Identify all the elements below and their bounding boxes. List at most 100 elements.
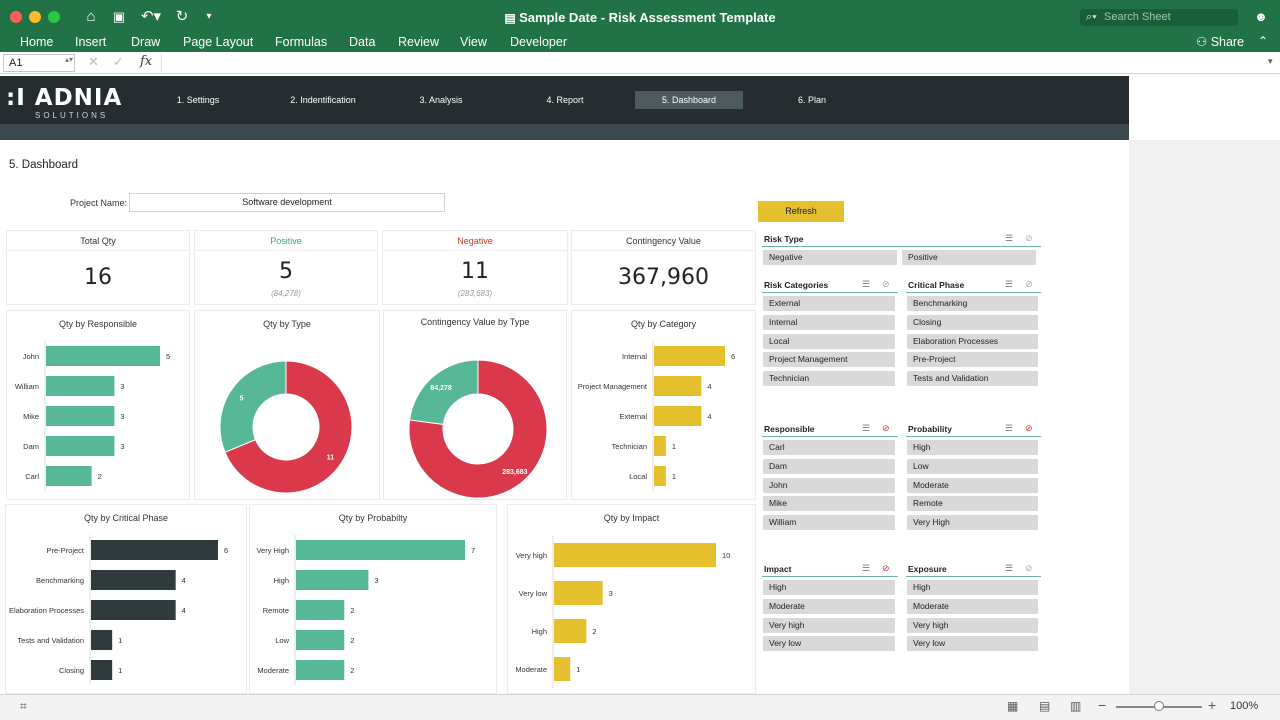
slicer-item[interactable]: Tests and Validation <box>907 371 1038 386</box>
slicer-item[interactable]: Elaboration Processes <box>907 334 1038 349</box>
slicer-item[interactable]: Very high <box>763 618 895 633</box>
slicer-impact: Impact ☰ ⊘ High Moderate Very high Very … <box>759 560 901 694</box>
tab-draw[interactable]: Draw <box>131 35 161 49</box>
tab-page-layout[interactable]: Page Layout <box>183 35 254 49</box>
normal-view-icon[interactable]: ▦ <box>1007 699 1019 713</box>
slicer-item[interactable]: Very high <box>907 618 1038 633</box>
tab-developer[interactable]: Developer <box>510 35 567 49</box>
slicer-item[interactable]: Very low <box>907 636 1038 651</box>
slicer-item[interactable]: Local <box>763 334 895 349</box>
clear-filter-icon[interactable]: ⊘ <box>882 423 890 433</box>
zoom-in-icon[interactable]: + <box>1208 697 1217 713</box>
clear-filter-icon[interactable]: ⊘ <box>1025 279 1033 289</box>
clear-filter-icon[interactable]: ⊘ <box>882 563 890 573</box>
slicer-item[interactable]: Remote <box>907 496 1038 511</box>
page-layout-view-icon[interactable]: ▤ <box>1039 699 1051 713</box>
tab-data[interactable]: Data <box>349 35 376 49</box>
nav-analysis[interactable]: 3. Analysis <box>419 95 463 105</box>
nav-plan[interactable]: 6. Plan <box>797 95 827 105</box>
slicer-item[interactable]: William <box>763 515 895 530</box>
slicer-item[interactable]: Moderate <box>907 478 1038 493</box>
value-label: 3 <box>609 589 613 598</box>
slicer-item[interactable]: High <box>907 440 1038 455</box>
nav-dashboard[interactable]: 5. Dashboard <box>635 91 743 109</box>
slicer-item[interactable]: Moderate <box>907 599 1038 614</box>
multi-select-icon[interactable]: ☰ <box>862 563 871 573</box>
slicer-item[interactable]: High <box>907 580 1038 595</box>
name-box[interactable]: A1 <box>3 54 75 72</box>
tab-home[interactable]: Home <box>20 35 54 49</box>
slicer-item[interactable]: Closing <box>907 315 1038 330</box>
category-label: Very High <box>256 546 289 555</box>
multi-select-icon[interactable]: ☰ <box>862 423 871 433</box>
nav-report[interactable]: 4. Report <box>546 95 584 105</box>
function-icon[interactable]: fx <box>140 54 153 69</box>
nav-settings[interactable]: 1. Settings <box>176 95 220 105</box>
dashboard-banner: :I ADNIA SOLUTIONS 1. Settings 2. Indent… <box>0 76 1129 124</box>
slicer-item[interactable]: Internal <box>763 315 895 330</box>
share-button[interactable]: ⚇ Share <box>1196 34 1244 50</box>
home-icon[interactable]: ⌂ <box>86 8 96 25</box>
slicer-item[interactable]: High <box>763 580 895 595</box>
macro-record-icon[interactable]: ⌗ <box>20 699 27 713</box>
formula-input[interactable] <box>161 54 1261 72</box>
multi-select-icon[interactable]: ☰ <box>1005 423 1014 433</box>
slicer-item[interactable]: Low <box>907 459 1038 474</box>
save-icon[interactable]: ▣ <box>112 9 126 24</box>
multi-select-icon[interactable]: ☰ <box>1005 279 1014 289</box>
chart-impact: Very high 10 Very low 3 High 2 Moderate 1 <box>515 536 730 688</box>
zoom-level[interactable]: 100% <box>1230 700 1259 712</box>
tab-insert[interactable]: Insert <box>75 35 107 49</box>
search-sheet-input[interactable]: ⌕▾ Search Sheet <box>1080 9 1238 26</box>
clear-filter-icon[interactable]: ⊘ <box>1025 233 1033 243</box>
tab-view[interactable]: View <box>460 35 487 49</box>
slicer-item[interactable]: Carl <box>763 440 895 455</box>
slicer-item[interactable]: Very High <box>907 515 1038 530</box>
clear-filter-icon[interactable]: ⊘ <box>1025 563 1033 573</box>
slicer-item[interactable]: Benchmarking <box>907 296 1038 311</box>
slicer-item[interactable]: Technician <box>763 371 895 386</box>
close-window-button[interactable] <box>10 11 22 23</box>
page-break-view-icon[interactable]: ▥ <box>1070 699 1082 713</box>
zoom-slider-handle[interactable] <box>1154 701 1164 711</box>
project-name-field[interactable]: Software development <box>129 193 445 212</box>
category-label: Technician <box>612 442 647 451</box>
clear-filter-icon[interactable]: ⊘ <box>1025 423 1033 433</box>
slicer-impact-title: Impact <box>764 564 792 574</box>
enter-icon[interactable]: ✓ <box>113 54 124 69</box>
chevron-up-icon[interactable]: ⌃ <box>1258 34 1269 48</box>
maximize-window-button[interactable] <box>48 11 60 23</box>
slicer-item[interactable]: Mike <box>763 496 895 511</box>
slicer-item[interactable]: Moderate <box>763 599 895 614</box>
refresh-button[interactable]: Refresh <box>758 201 844 222</box>
slicer-item[interactable]: Positive <box>902 250 1036 265</box>
chart-responsible: John 5 William 3 Mike 3 Dam 3 Carl 2 <box>15 341 170 491</box>
undo-icon[interactable]: ↶▾ <box>140 8 162 25</box>
multi-select-icon[interactable]: ☰ <box>862 279 871 289</box>
zoom-out-icon[interactable]: − <box>1098 697 1107 713</box>
slicer-item[interactable]: Negative <box>763 250 897 265</box>
value-label: 4 <box>182 606 186 615</box>
slicer-item[interactable]: Dam <box>763 459 895 474</box>
tab-review[interactable]: Review <box>398 35 439 49</box>
cancel-icon[interactable]: ✕ <box>88 54 99 69</box>
slicer-item[interactable]: Very low <box>763 636 895 651</box>
slicer-item[interactable]: Project Management <box>763 352 895 367</box>
slicer-item[interactable]: External <box>763 296 895 311</box>
multi-select-icon[interactable]: ☰ <box>1005 563 1014 573</box>
value-label: 1 <box>672 442 676 451</box>
multi-select-icon[interactable]: ☰ <box>1005 233 1014 243</box>
tab-formulas[interactable]: Formulas <box>275 35 328 49</box>
account-icon[interactable]: ☻ <box>1254 9 1268 24</box>
nav-identification[interactable]: 2. Indentification <box>290 95 356 105</box>
slicer-risk-type-title: Risk Type <box>764 234 804 244</box>
customize-toolbar-icon[interactable]: ▾ <box>206 11 212 22</box>
redo-icon[interactable]: ↻ <box>175 8 189 25</box>
slicer-item[interactable]: Pre-Project <box>907 352 1038 367</box>
clear-filter-icon[interactable]: ⊘ <box>882 279 890 289</box>
name-box-stepper-icon[interactable]: ▴▾ <box>65 55 74 64</box>
expand-formula-icon[interactable]: ▾ <box>1268 56 1273 66</box>
slicer-item[interactable]: John <box>763 478 895 493</box>
minimize-window-button[interactable] <box>29 11 41 23</box>
slicer-responsible: Responsible ☰ ⊘ Carl Dam John Mike Willi… <box>759 420 901 556</box>
